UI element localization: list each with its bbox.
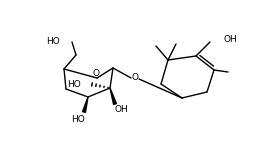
Text: HO: HO <box>71 114 85 124</box>
Text: OH: OH <box>224 35 238 43</box>
Polygon shape <box>82 97 88 112</box>
Text: HO: HO <box>67 80 81 88</box>
Polygon shape <box>110 88 116 105</box>
Text: HO: HO <box>46 36 60 45</box>
Text: OH: OH <box>114 106 128 114</box>
Text: O: O <box>92 68 100 78</box>
Text: O: O <box>132 73 138 82</box>
